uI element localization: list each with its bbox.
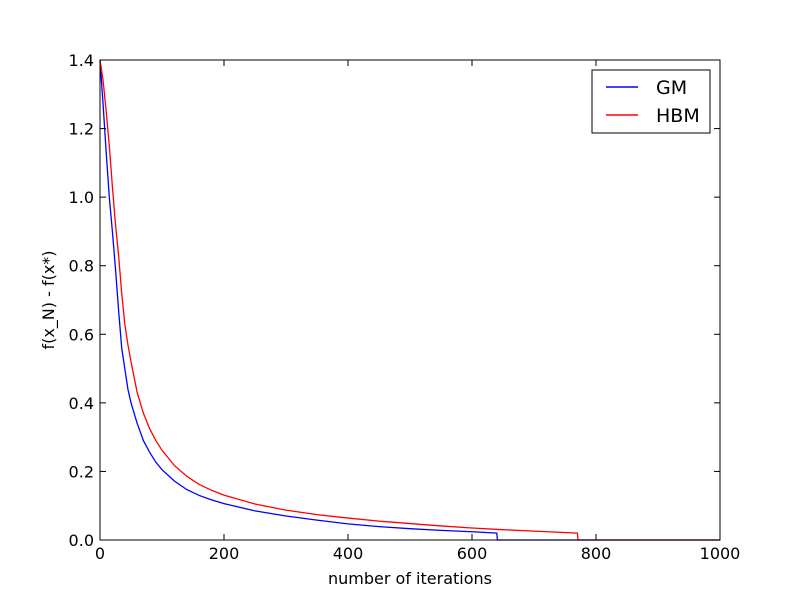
y-tick-label: 0.8	[69, 257, 94, 276]
y-tick-label: 1.0	[69, 188, 94, 207]
x-axis-label: number of iterations	[328, 569, 492, 588]
y-tick-label: 1.4	[69, 51, 94, 70]
legend: GM HBM	[591, 69, 711, 134]
y-tick-label: 0.2	[69, 462, 94, 481]
y-tick-label: 0.4	[69, 394, 94, 413]
x-tick-label: 200	[209, 544, 240, 563]
series-line-gm	[99, 59, 720, 541]
y-tick-label: 1.2	[69, 120, 94, 139]
plot-layer	[99, 59, 720, 541]
y-tick-label: 0.6	[69, 325, 94, 344]
x-tick-label: 0	[95, 544, 105, 563]
ticks-layer: 0 200 400 600 800 1000 0.0 0.2 0.4 0.6 0.8 1.0 1.2 1.…	[69, 51, 741, 563]
x-tick-label: 1000	[700, 544, 741, 563]
legend-label-hbm: HBM	[656, 105, 700, 127]
plot-frame	[99, 59, 721, 541]
series-line-hbm	[99, 59, 720, 541]
legend-box	[591, 69, 711, 134]
legend-label-gm: GM	[656, 77, 687, 99]
x-tick-label: 600	[457, 544, 488, 563]
y-tick-label: 0.0	[69, 531, 94, 550]
x-tick-label: 800	[581, 544, 612, 563]
y-axis-label: f(x_N) - f(x*)	[39, 250, 59, 349]
x-tick-label: 400	[333, 544, 364, 563]
